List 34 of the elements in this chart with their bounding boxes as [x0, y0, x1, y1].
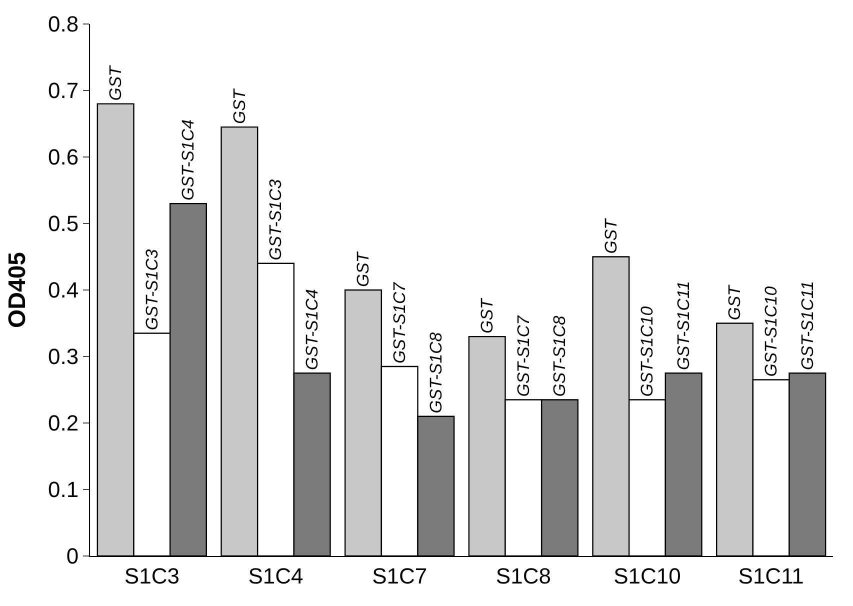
data-label: GST: [354, 250, 373, 287]
data-label: GST-S1C8: [426, 332, 446, 414]
data-label: GST-S1C3: [266, 178, 286, 260]
data-label: GST-S1C8: [550, 315, 570, 397]
data-label: GST-S1C7: [390, 282, 410, 364]
x-tick-label: S1C11: [738, 563, 804, 588]
data-label: GST: [601, 217, 620, 254]
data-label: GST: [106, 64, 126, 101]
data-label: GST-S1C11: [798, 280, 817, 370]
x-tick-label: S1C3: [124, 563, 180, 588]
y-tick-label: 0.8: [48, 12, 79, 37]
y-tick-label: 0.7: [48, 78, 79, 104]
data-label: GST-S1C4: [178, 120, 198, 201]
x-tick-label: S1C10: [614, 563, 681, 588]
data-label: GST: [230, 88, 249, 124]
data-label: GST-S1C10: [638, 306, 657, 397]
data-label: GST-S1C4: [302, 289, 322, 370]
y-tick-label: 0.5: [48, 211, 79, 236]
x-tick-label: S1C8: [496, 563, 551, 588]
data-label: GST-S1C10: [762, 286, 781, 377]
data-label: GST: [478, 297, 497, 334]
data-label: GST-S1C7: [514, 315, 533, 397]
y-axis-title: OD405: [4, 252, 32, 328]
y-tick-label: 0.4: [48, 278, 79, 303]
x-tick-label: S1C7: [372, 563, 428, 588]
data-label: GST-S1C11: [674, 280, 694, 370]
y-tick-label: 0.3: [48, 344, 79, 370]
data-label: GST: [725, 284, 744, 320]
y-tick-label: 0.1: [48, 477, 79, 502]
data-label: GST-S1C3: [142, 248, 162, 330]
y-tick-label: 0: [66, 544, 79, 569]
y-tick-label: 0.2: [48, 410, 79, 436]
x-tick-label: S1C4: [248, 563, 304, 588]
y-tick-label: 0.6: [48, 144, 79, 170]
